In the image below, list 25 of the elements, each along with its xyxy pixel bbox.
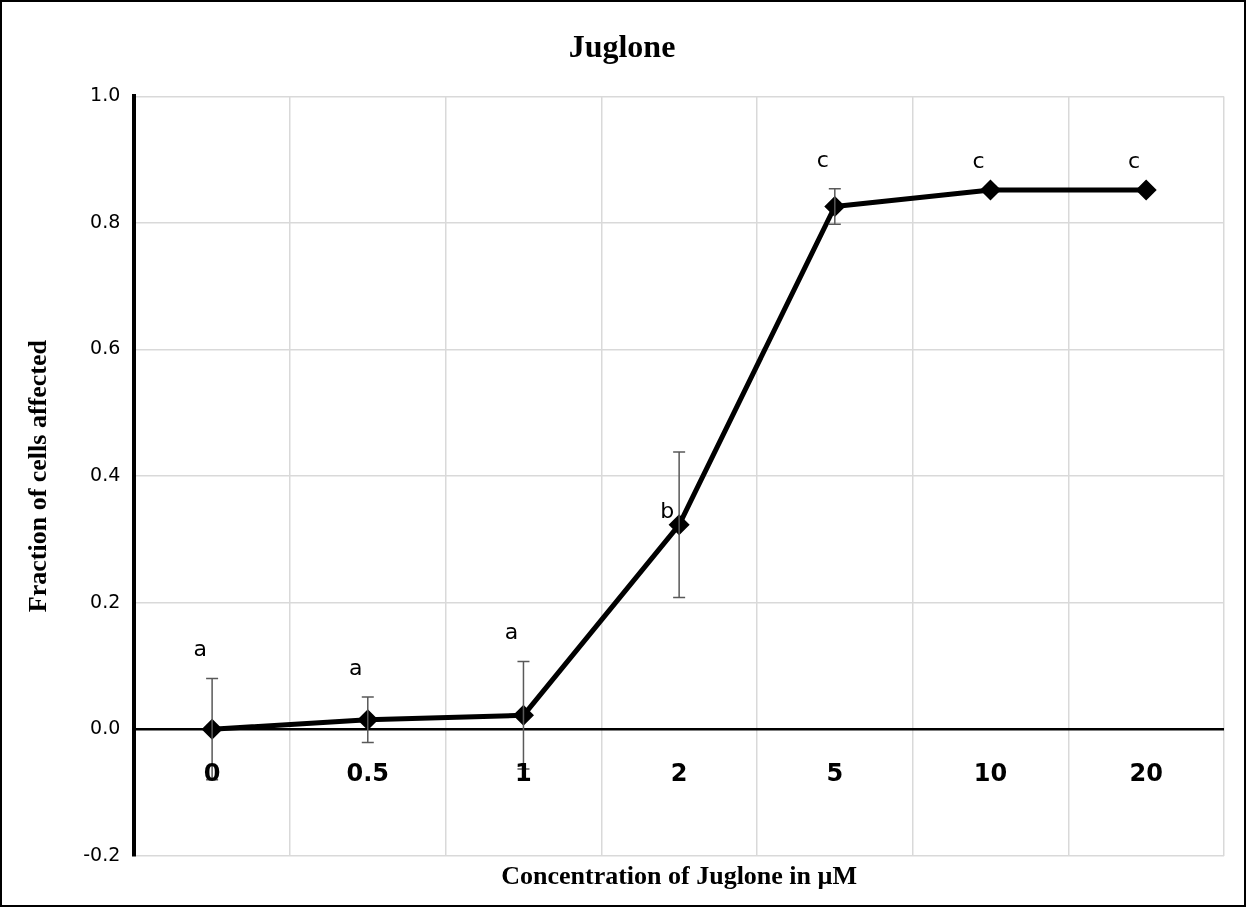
y-tick-label: 1.0 [90, 83, 121, 106]
annotation: c [1128, 147, 1141, 173]
x-tick-label: 5 [826, 759, 844, 788]
point [1136, 180, 1156, 200]
annotation: a [193, 636, 207, 662]
annotation: a [349, 654, 363, 680]
x-tick-label: 0.5 [346, 759, 390, 788]
x-tick-label: 20 [1129, 759, 1163, 788]
y-tick-label: 0.6 [90, 336, 121, 359]
x-tick-label: 2 [670, 759, 688, 788]
annotation: c [972, 147, 985, 173]
annotation: a [504, 619, 519, 645]
y-axis-title: Fraction of cells affected [23, 339, 53, 613]
point [980, 180, 1000, 200]
x-tick-label: 10 [973, 759, 1008, 788]
y-tick-label: 0.8 [90, 209, 121, 232]
x-axis-title: Concentration of Juglone in µM [501, 861, 858, 891]
chart-title: Juglone [568, 28, 676, 65]
y-tick-label: -0.2 [83, 842, 121, 865]
y-tick-label: 0.4 [90, 463, 121, 486]
annotation: c [816, 146, 829, 172]
y-tick-label: 0.2 [90, 589, 121, 612]
annotation: b [660, 497, 675, 523]
y-tick-label: 0.0 [90, 716, 121, 739]
x-tick-label: 1 [515, 759, 532, 788]
